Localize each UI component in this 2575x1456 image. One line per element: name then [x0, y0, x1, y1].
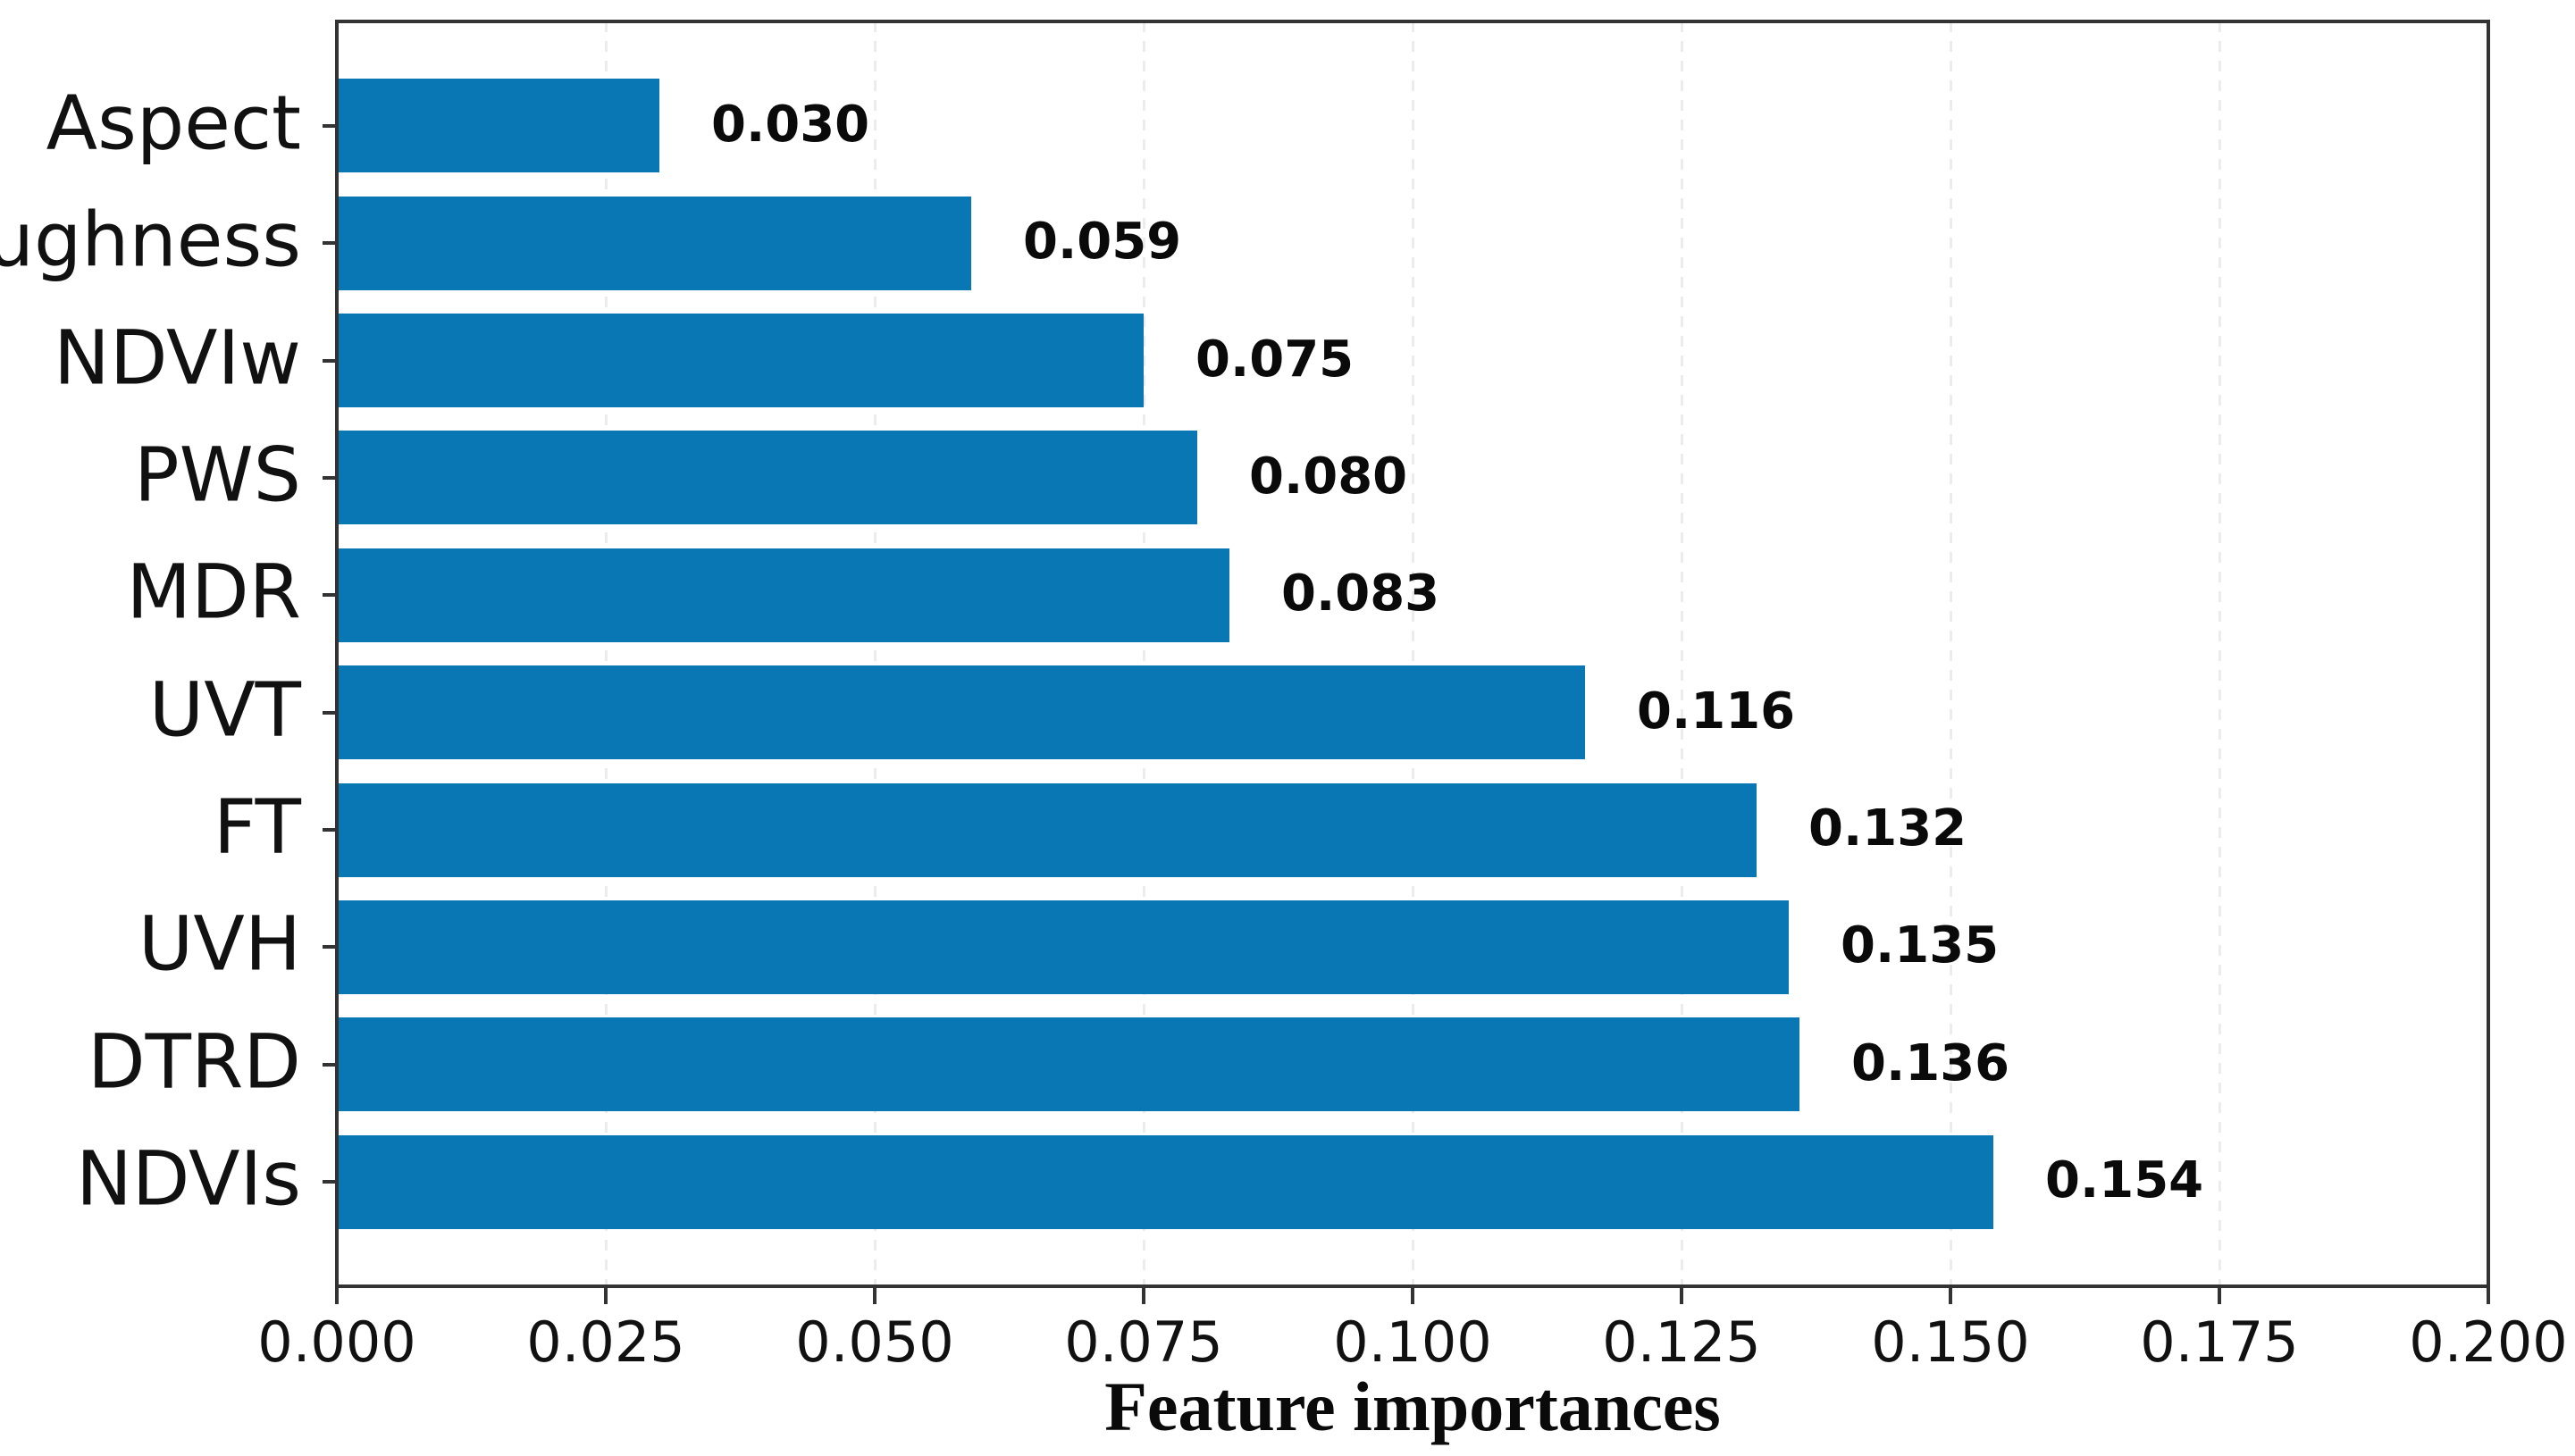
- x-tick-label: 0.175: [2140, 1310, 2299, 1375]
- gridline: [1412, 21, 1414, 1286]
- y-tick-mark: [323, 828, 337, 832]
- gridline: [1681, 21, 1683, 1286]
- x-tick-label: 0.150: [1871, 1310, 2030, 1375]
- x-tick-mark: [2487, 1288, 2490, 1304]
- x-tick-mark: [604, 1288, 608, 1304]
- bar-value-label: 0.075: [1195, 330, 1355, 389]
- y-tick-mark: [323, 359, 337, 363]
- x-tick-mark: [335, 1288, 339, 1304]
- bar-value-label: 0.135: [1841, 916, 2000, 975]
- bar-dtrd: [337, 1017, 1799, 1111]
- x-tick-mark: [1949, 1288, 1952, 1304]
- bar-ft: [337, 783, 1757, 877]
- bar-value-label: 0.116: [1637, 682, 1796, 741]
- y-tick-mark: [323, 124, 337, 128]
- bar-ndvis: [337, 1135, 1993, 1229]
- bar-value-label: 0.154: [2045, 1151, 2204, 1209]
- bar-roughness: [337, 197, 971, 290]
- gridline: [1143, 21, 1145, 1286]
- x-tick-mark: [1411, 1288, 1414, 1304]
- bar-uvt: [337, 665, 1585, 759]
- y-tick-label-ndviw: NDVIw: [54, 314, 301, 402]
- y-tick-label-aspect: Aspect: [46, 79, 301, 167]
- gridline: [2219, 21, 2221, 1286]
- y-tick-mark: [323, 945, 337, 949]
- y-tick-label-uvt: UVT: [148, 665, 301, 754]
- gridline: [874, 21, 877, 1286]
- y-tick-label-ndvis: NDVIs: [75, 1134, 301, 1223]
- bar-value-label: 0.030: [711, 95, 870, 154]
- x-tick-label: 0.050: [795, 1310, 954, 1375]
- bar-uvh: [337, 900, 1789, 994]
- y-tick-mark: [323, 241, 337, 245]
- bar-value-label: 0.132: [1808, 799, 1967, 858]
- y-tick-label-uvh: UVH: [138, 900, 301, 988]
- y-tick-mark: [323, 711, 337, 715]
- y-tick-label-roughness: Roughness: [0, 196, 301, 284]
- x-axis-title: Feature importances: [1104, 1368, 1721, 1445]
- x-tick-label: 0.075: [1064, 1310, 1223, 1375]
- y-tick-mark: [323, 1180, 337, 1184]
- x-tick-label: 0.025: [526, 1310, 685, 1375]
- bar-value-label: 0.136: [1851, 1033, 2010, 1092]
- y-tick-label-pws: PWS: [133, 431, 301, 519]
- plot-frame: [335, 20, 2490, 1288]
- y-tick-mark: [323, 1063, 337, 1067]
- bar-pws: [337, 431, 1197, 524]
- x-tick-mark: [1680, 1288, 1683, 1304]
- bar-mdr: [337, 548, 1229, 642]
- x-tick-mark: [1142, 1288, 1145, 1304]
- bar-ndviw: [337, 314, 1144, 407]
- bar-value-label: 0.059: [1023, 212, 1182, 271]
- gridline: [1950, 21, 1952, 1286]
- bar-value-label: 0.083: [1281, 564, 1440, 623]
- x-tick-label: 0.100: [1333, 1310, 1492, 1375]
- y-tick-mark: [323, 476, 337, 480]
- gridline: [605, 21, 608, 1286]
- y-tick-mark: [323, 593, 337, 597]
- x-tick-mark: [873, 1288, 877, 1304]
- y-tick-label-ft: FT: [213, 782, 301, 871]
- y-tick-label-mdr: MDR: [126, 548, 301, 636]
- bar-aspect: [337, 79, 659, 172]
- y-tick-label-dtrd: DTRD: [87, 1017, 301, 1106]
- bar-value-label: 0.080: [1249, 447, 1408, 506]
- x-tick-label: 0.125: [1602, 1310, 1761, 1375]
- x-tick-label: 0.000: [257, 1310, 416, 1375]
- x-tick-mark: [2218, 1288, 2221, 1304]
- x-tick-label: 0.200: [2409, 1310, 2568, 1375]
